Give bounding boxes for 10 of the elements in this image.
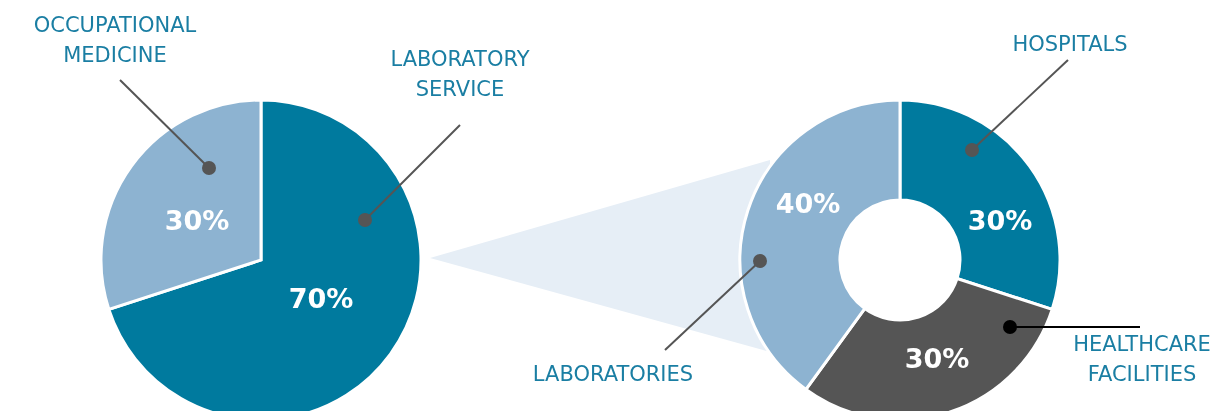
data-label: 70% (288, 282, 354, 314)
slice-label: OCCUPATIONAL MEDICINE (33, 13, 197, 67)
data-label: 30% (164, 204, 230, 236)
slice-label: HEALTHCARE FACILITIES (1073, 332, 1211, 386)
data-label: 40% (775, 187, 841, 219)
slice-label: LABORATORIES (532, 362, 694, 386)
data-label: 30% (904, 342, 970, 374)
slice-label: LABORATORY SERVICE (390, 47, 530, 101)
slice-label: HOSPITALS (1012, 32, 1128, 56)
data-label: 30% (967, 204, 1033, 236)
